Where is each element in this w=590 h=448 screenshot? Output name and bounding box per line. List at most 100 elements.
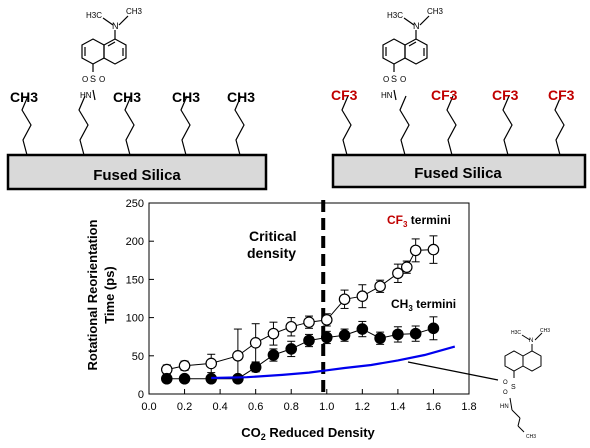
right-probe-sulfur: S	[391, 74, 397, 84]
cf3-data-point	[338, 293, 351, 306]
x-tick-label: 1.0	[319, 401, 334, 413]
x-tick-label: 0.2	[177, 401, 192, 413]
left-chain-1	[21, 95, 32, 156]
left-probe-methyl-left: H3C	[86, 11, 102, 20]
right-surface-panel: Fused Silica CF3 CF3 CF3 CF3 N H3C CH3 O	[331, 7, 587, 189]
left-surface-panel: Fused Silica CH3 CH3 CH3 CH3 N H3	[6, 7, 268, 191]
inset-probe-oxygen-top: O	[503, 380, 508, 386]
ch3-data-point	[178, 372, 191, 385]
x-tick-label: 1.2	[355, 401, 370, 413]
left-alkyl-chains	[21, 95, 245, 156]
left-substrate-label: Fused Silica	[93, 167, 181, 184]
left-terminal-label-3: CH3	[172, 89, 200, 105]
left-probe-methyl-right: CH3	[126, 7, 143, 16]
cf3-data-point	[374, 280, 386, 293]
inset-probe-methyl-left: H3C	[511, 330, 521, 336]
right-probe-oxygen-bottom: O	[400, 75, 406, 84]
ch3-data-point	[374, 332, 386, 345]
cf3-data-point	[249, 337, 262, 349]
x-tick-label: 1.6	[426, 401, 441, 413]
right-terminal-label-2: CF3	[431, 87, 458, 103]
y-tick-label: 200	[126, 236, 144, 248]
left-chain-2	[78, 95, 89, 156]
left-chain-3	[124, 95, 135, 156]
cf3-data-point	[205, 357, 218, 370]
ch3-data-point	[338, 329, 351, 341]
cf3-data-point	[400, 261, 413, 273]
chart: 0 50 100 150 200 250 0.0 0.2 0.4 0.6 0.8 1.0 1.2 1.4…	[85, 198, 499, 442]
annotation-ch3-termini: CH3 termini	[391, 297, 456, 313]
left-terminal-label-4: CH3	[227, 89, 255, 105]
x-tick-label: 1.4	[390, 401, 405, 413]
ch3-data-point	[392, 328, 404, 341]
inset-naphthalene-ring-a	[504, 350, 524, 372]
y-tick-labels: 0 50 100 150 200 250	[126, 198, 144, 401]
series-layer	[160, 235, 456, 385]
series-open-circle	[160, 235, 440, 384]
right-probe-methyl-left: H3C	[387, 11, 403, 20]
right-probe-methyl-right: CH3	[427, 7, 444, 16]
y-tick-label: 150	[126, 274, 144, 286]
y-axis-label-line1: Rotational Reorientation	[85, 219, 100, 370]
right-substrate-label: Fused Silica	[414, 165, 502, 182]
cf3-data-point	[356, 290, 369, 303]
right-terminal-label-1: CF3	[331, 87, 358, 103]
cf3-data-point	[427, 243, 440, 256]
cf3-data-point	[232, 349, 244, 362]
ch3-data-point	[285, 343, 298, 355]
cf3-data-point	[409, 244, 422, 257]
x-tick-label: 0.6	[248, 401, 263, 413]
y-tick-label: 0	[138, 389, 144, 401]
ch3-data-point	[409, 327, 422, 340]
ch3-data-point	[249, 361, 262, 374]
x-tick-label: 1.8	[461, 401, 476, 413]
cf3-data-point	[392, 267, 404, 280]
right-chain-2	[399, 95, 410, 156]
inset-probe-nitrogen: N	[529, 338, 533, 344]
inset-probe-sulfur: S	[511, 384, 516, 391]
ch3-data-point	[232, 372, 244, 385]
left-dansyl-probe	[81, 15, 129, 101]
cf3-data-point	[178, 359, 191, 372]
ch3-data-point	[267, 349, 280, 361]
left-probe-nitrogen: N	[112, 21, 119, 31]
critical-label-line2: density	[247, 245, 296, 261]
y-tick-label: 100	[126, 313, 144, 325]
left-terminal-label-2: CH3	[113, 89, 141, 105]
left-substrate-box	[6, 153, 268, 191]
series-line	[211, 345, 456, 380]
inset-leader-line	[407, 361, 499, 381]
right-substrate-box	[331, 153, 587, 189]
left-probe-nh: HN	[80, 91, 92, 100]
right-chain-3	[446, 95, 457, 156]
right-alkyl-chains	[341, 95, 565, 156]
x-tick-labels: 0.0 0.2 0.4 0.6 0.8 1.0 1.2 1.4 1.6 1.8	[141, 401, 476, 413]
right-chain-1	[341, 95, 352, 156]
ch3-data-point	[356, 323, 369, 335]
right-probe-nh: HN	[381, 91, 393, 100]
inset-probe-chain-end: CH3	[526, 434, 536, 440]
left-probe-sulfur: S	[90, 74, 96, 84]
cf3-data-point	[320, 314, 333, 326]
annotation-cf3-termini: CF3 termini	[387, 213, 451, 229]
y-tick-label: 50	[132, 351, 144, 363]
x-tick-label: 0.0	[141, 401, 156, 413]
right-terminal-label-4: CF3	[548, 87, 575, 103]
right-chain-4	[502, 95, 513, 156]
inset-probe-methyl-right: CH3	[540, 328, 550, 334]
right-probe-oxygen-top: O	[383, 75, 389, 84]
left-terminal-label-1: CH3	[10, 89, 38, 105]
x-tick-label: 0.4	[212, 401, 227, 413]
right-probe-nitrogen: N	[413, 21, 420, 31]
left-chain-4	[180, 95, 191, 156]
x-axis-label: CO2 Reduced Density	[241, 425, 375, 442]
plot-frame	[148, 202, 470, 395]
right-terminal-label-3: CF3	[492, 87, 519, 103]
inset-probe-oxygen-bottom: O	[503, 390, 508, 396]
axis-ticks	[148, 202, 470, 395]
inset-probe-nh: HN	[500, 404, 509, 410]
bulk-solvent-line	[211, 345, 456, 380]
right-dansyl-probe	[382, 15, 430, 101]
ch3-data-point	[303, 334, 315, 347]
